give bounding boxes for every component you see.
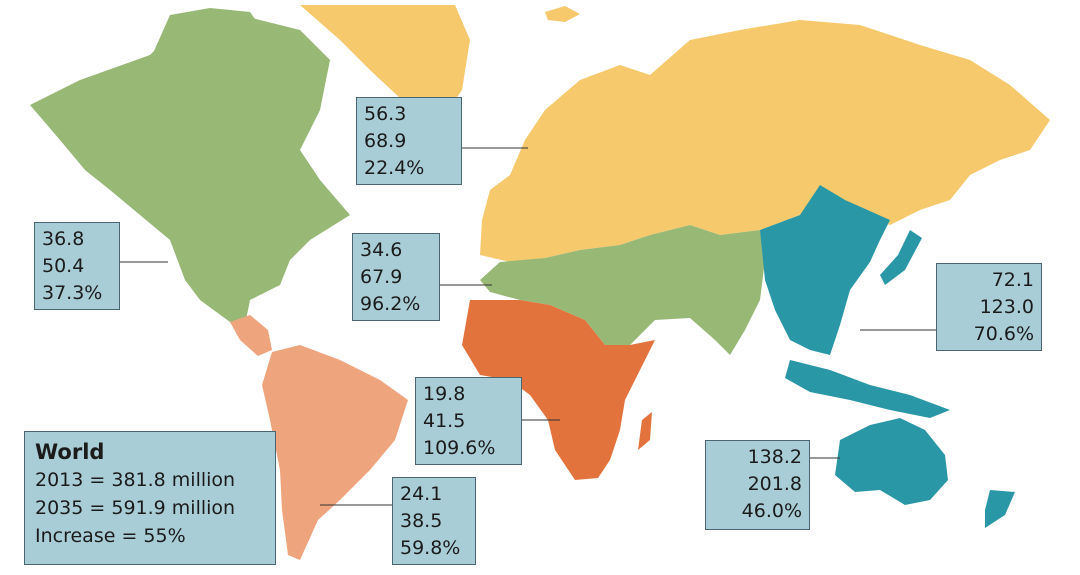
value-increase: 96.2% <box>360 293 421 315</box>
arctic-islands-region <box>150 8 270 80</box>
value-2013: 19.8 <box>423 383 466 405</box>
value-increase: 37.3% <box>42 282 103 304</box>
value-2035: 201.8 <box>747 473 802 495</box>
japan-region <box>880 230 922 285</box>
europe-region <box>480 20 1050 262</box>
madagascar-region <box>638 412 652 450</box>
world-2035-line: 2035 = 591.9 million <box>35 497 236 519</box>
value-2013: 36.8 <box>42 228 85 250</box>
value-2013: 72.1 <box>991 269 1034 291</box>
label-box-europe: 56.3 68.9 22.4% <box>356 97 462 185</box>
label-box-south-east-asia: 138.2 201.8 46.0% <box>705 440 810 530</box>
africa-region <box>462 300 655 480</box>
greenland-region <box>300 5 470 110</box>
south-america-region <box>262 345 408 560</box>
label-box-south-america: 24.1 38.5 59.8% <box>392 477 476 565</box>
value-2013: 56.3 <box>364 103 407 125</box>
label-box-africa: 19.8 41.5 109.6% <box>415 377 522 465</box>
iceland-region <box>545 6 580 22</box>
north-america-region <box>30 15 350 325</box>
value-increase: 46.0% <box>741 500 802 522</box>
world-2013-line: 2013 = 381.8 million <box>35 469 236 491</box>
value-2035: 38.5 <box>400 510 443 532</box>
value-increase: 109.6% <box>423 437 496 459</box>
new-zealand-region <box>985 490 1015 528</box>
label-box-north-america: 36.8 50.4 37.3% <box>34 222 120 310</box>
australia-region <box>835 418 948 505</box>
value-increase: 59.8% <box>400 537 461 559</box>
label-box-western-pacific: 72.1 123.0 70.6% <box>936 263 1042 351</box>
world-increase-line: Increase = 55% <box>35 525 186 547</box>
value-increase: 22.4% <box>364 157 425 179</box>
label-box-mena: 34.6 67.9 96.2% <box>352 233 440 321</box>
value-2035: 123.0 <box>979 296 1034 318</box>
value-2035: 41.5 <box>423 410 466 432</box>
central-america-region <box>230 315 272 356</box>
mena-south-asia-region <box>480 225 765 355</box>
value-2013: 138.2 <box>747 446 802 468</box>
value-increase: 70.6% <box>973 323 1034 345</box>
value-2035: 67.9 <box>360 266 403 288</box>
value-2035: 68.9 <box>364 130 407 152</box>
value-2035: 50.4 <box>42 255 85 277</box>
world-summary-box: World 2013 = 381.8 million 2035 = 591.9 … <box>24 431 276 565</box>
sea-islands-region <box>785 360 950 418</box>
western-pacific-mainland-region <box>760 185 890 355</box>
world-title: World <box>35 440 105 464</box>
value-2013: 24.1 <box>400 483 443 505</box>
value-2013: 34.6 <box>360 239 403 261</box>
